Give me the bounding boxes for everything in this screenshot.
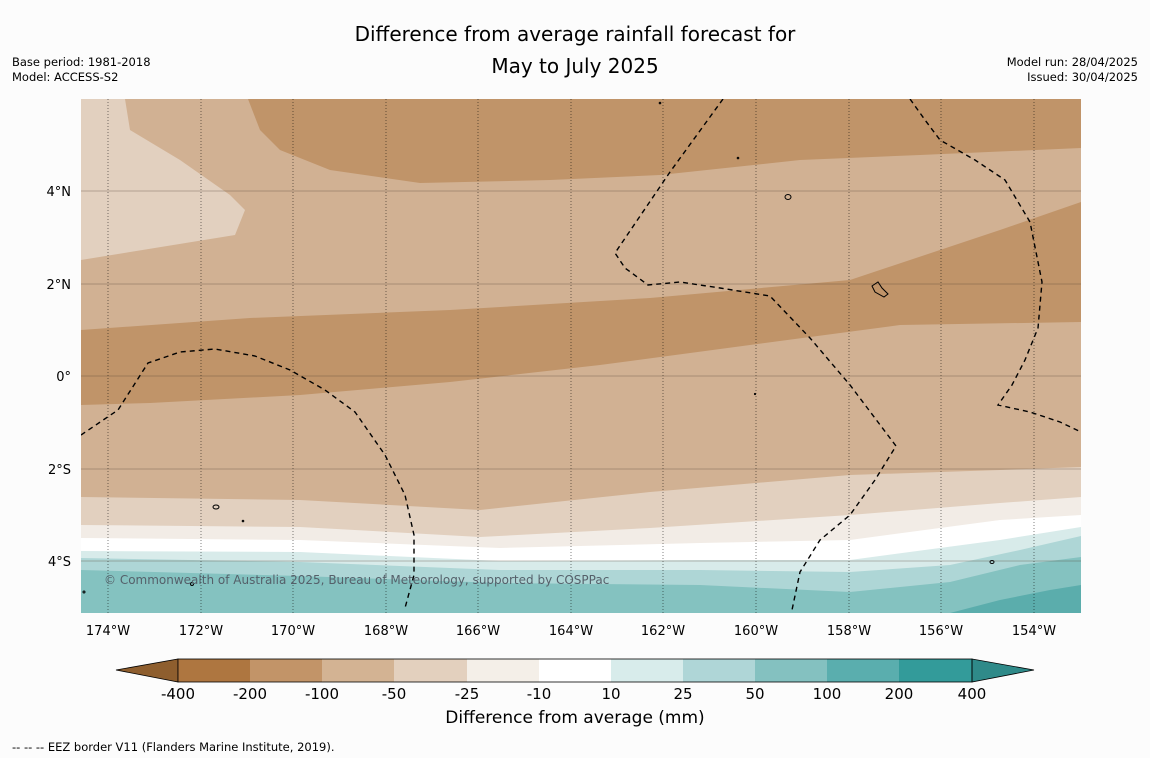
colorbar-swatch	[250, 659, 322, 682]
colorbar-outline	[177, 658, 973, 683]
meta-left: Base period: 1981-2018 Model: ACCESS-S2	[12, 55, 151, 85]
colorbar-swatch	[683, 659, 755, 682]
lon-labels: 174°W 172°W 170°W 168°W 166°W 164°W 162°…	[86, 624, 1056, 639]
copyright-text: © Commonwealth of Australia 2025, Bureau…	[104, 573, 609, 587]
lon-label: 162°W	[641, 624, 685, 639]
lat-label: 2°N	[47, 278, 72, 293]
colorbar-tick: -200	[233, 685, 267, 700]
band-minus50-minus25-nw	[81, 99, 245, 260]
lat-label: 2°S	[48, 463, 71, 478]
base-period: Base period: 1981-2018	[12, 55, 151, 69]
model-run: Model run: 28/04/2025	[1006, 55, 1138, 69]
colorbar-high-extension	[971, 658, 1035, 683]
lat-label: 4°N	[47, 185, 72, 200]
lon-label: 166°W	[456, 624, 500, 639]
colorbar-tick: 400	[958, 685, 987, 700]
colorbar-swatch	[539, 659, 611, 682]
colorbar	[115, 658, 1035, 683]
colorbar-swatch	[394, 659, 467, 682]
colorbar-tick: 25	[673, 685, 692, 700]
lon-label: 156°W	[919, 624, 963, 639]
island-5	[736, 156, 740, 160]
colorbar-ticks: -400 -200 -100 -50 -25 -10 10 25 50 100 …	[161, 685, 986, 700]
lon-label: 170°W	[271, 624, 315, 639]
lat-label: 0°	[56, 370, 71, 385]
title-line-1: Difference from average rainfall forecas…	[354, 22, 796, 46]
island-2	[212, 504, 220, 510]
parallel-lines	[81, 190, 1081, 562]
colorbar-low-extension	[115, 658, 179, 683]
title-line-2: May to July 2025	[491, 54, 659, 78]
eez-border-east	[909, 99, 1081, 433]
colorbar-tick: 200	[885, 685, 914, 700]
band-100-200	[950, 585, 1081, 613]
lon-label: 154°W	[1012, 624, 1056, 639]
island-christmas	[871, 281, 889, 298]
colorbar-tick: -10	[527, 685, 552, 700]
colorbar-tick: -400	[161, 685, 195, 700]
island-8	[82, 590, 86, 594]
island-1	[784, 194, 792, 200]
model-name: Model: ACCESS-S2	[12, 70, 119, 84]
colorbar-swatch	[467, 659, 539, 682]
colorbar-swatch	[611, 659, 683, 682]
island-6	[241, 519, 245, 523]
island-9	[753, 392, 757, 396]
colorbar-units-label: Difference from average (mm)	[445, 708, 705, 728]
lon-label: 158°W	[827, 624, 871, 639]
map-figure: © Commonwealth of Australia 2025, Bureau…	[47, 99, 1081, 700]
island-4	[658, 101, 662, 105]
eez-footnote: -- -- -- EEZ border V11 (Flanders Marine…	[12, 740, 335, 754]
issued-date: Issued: 30/04/2025	[1027, 70, 1138, 84]
islands	[82, 101, 995, 594]
colorbar-tick: -100	[305, 685, 339, 700]
band-minus200-minus100-north	[248, 99, 1081, 183]
band-50-100	[81, 557, 1081, 613]
colorbar-swatch	[755, 659, 827, 682]
island-7	[190, 582, 194, 586]
lon-label: 168°W	[364, 624, 408, 639]
lon-label: 174°W	[86, 624, 130, 639]
colorbar-tick: 10	[601, 685, 620, 700]
island-3	[989, 560, 995, 564]
lon-label: 164°W	[549, 624, 593, 639]
meta-right: Model run: 28/04/2025 Issued: 30/04/2025	[1007, 55, 1138, 85]
colorbar-tick: 100	[813, 685, 842, 700]
colorbar-tick: 50	[745, 685, 764, 700]
colorbar-swatch	[322, 659, 394, 682]
lon-label: 172°W	[179, 624, 223, 639]
map-title: Difference from average rainfall forecas…	[0, 18, 1150, 82]
eez-borders	[81, 99, 1081, 611]
band-minus200-minus100-equator	[81, 202, 1081, 405]
lat-label: 4°S	[48, 555, 71, 570]
colorbar-swatch	[827, 659, 899, 682]
lon-label: 160°W	[734, 624, 778, 639]
lat-labels: 4°N 2°N 0° 2°S 4°S	[47, 185, 72, 570]
colorbar-tick: -50	[382, 685, 407, 700]
colorbar-tick: -25	[455, 685, 480, 700]
map-area: © Commonwealth of Australia 2025, Bureau…	[81, 99, 1081, 613]
colorbar-swatch	[178, 659, 250, 682]
colorbar-swatch	[899, 659, 972, 682]
